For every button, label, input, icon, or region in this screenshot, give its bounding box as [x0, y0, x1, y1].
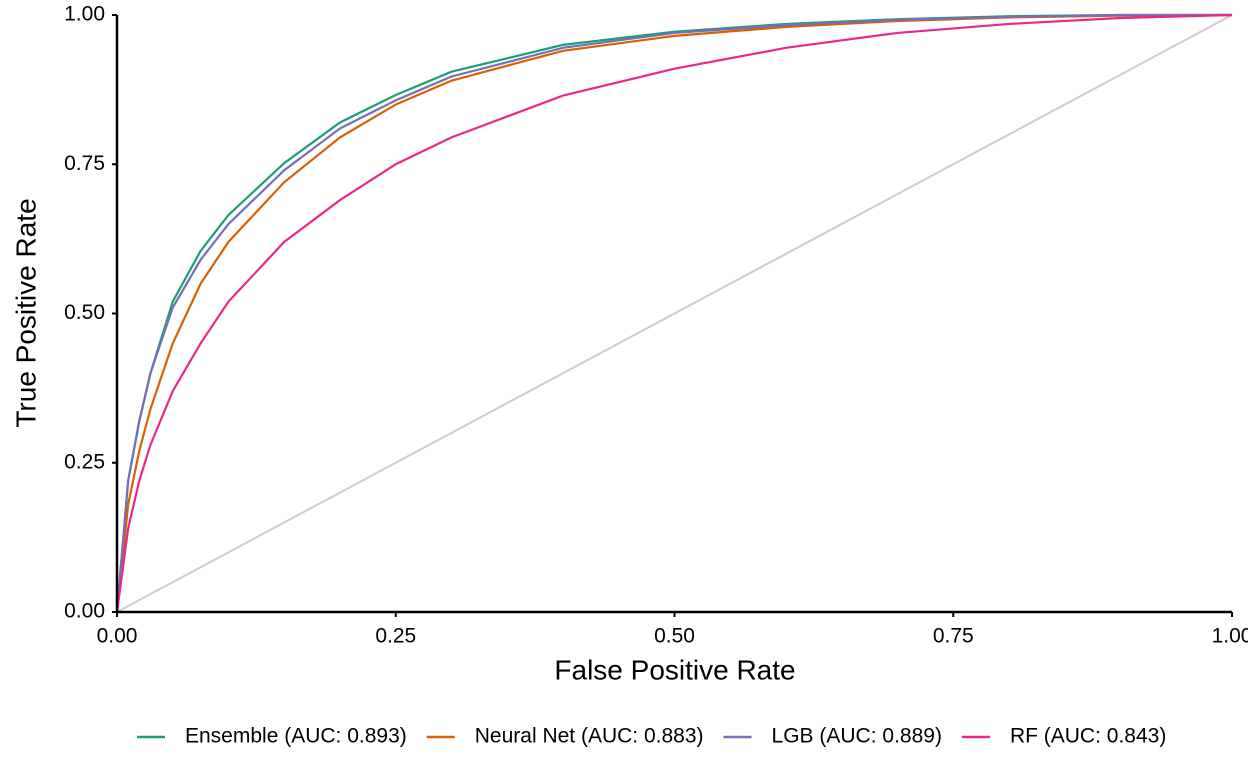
x-tick-label: 0.50 [654, 625, 695, 648]
legend-label: RF (AUC: 0.843) [1010, 725, 1166, 748]
y-axis-title: True Positive Rate [10, 198, 41, 427]
y-tick-label: 0.00 [64, 600, 105, 623]
roc-curve [115, 13, 1232, 613]
legend-label: LGB (AUC: 0.889) [772, 725, 942, 748]
reference-line [116, 14, 1233, 613]
legend-label: Neural Net (AUC: 0.883) [475, 725, 704, 748]
y-tick-label: 0.75 [64, 152, 105, 175]
x-axis-title: False Positive Rate [554, 654, 795, 685]
y-tick-label: 0.50 [64, 301, 105, 324]
roc-curve [115, 13, 1233, 613]
x-tick-label: 1.00 [1212, 625, 1248, 648]
legend-label: Ensemble (AUC: 0.893) [185, 725, 407, 748]
y-tick-label: 1.00 [64, 3, 105, 26]
y-tick-label: 0.25 [64, 450, 105, 473]
x-tick-label: 0.75 [933, 625, 974, 648]
x-tick-label: 0.25 [375, 625, 416, 648]
x-tick-label: 0.00 [97, 625, 138, 648]
